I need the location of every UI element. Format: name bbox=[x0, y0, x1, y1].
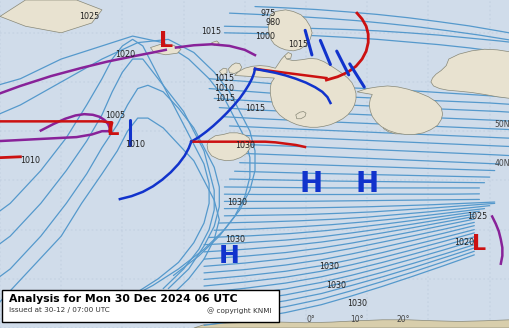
Text: 1030: 1030 bbox=[318, 262, 338, 271]
Text: 1030: 1030 bbox=[326, 281, 346, 290]
Text: 1005: 1005 bbox=[104, 111, 125, 120]
Text: 1000: 1000 bbox=[254, 32, 275, 41]
Polygon shape bbox=[382, 121, 410, 134]
Text: 0°: 0° bbox=[306, 315, 315, 324]
Text: 975: 975 bbox=[260, 9, 275, 18]
Text: 1020: 1020 bbox=[115, 50, 135, 59]
Text: L: L bbox=[158, 31, 173, 51]
Text: 40N: 40N bbox=[494, 159, 509, 169]
Polygon shape bbox=[228, 63, 241, 73]
Text: 1010: 1010 bbox=[214, 84, 234, 93]
Text: H: H bbox=[299, 170, 322, 198]
Text: @ copyright KNMI: @ copyright KNMI bbox=[207, 307, 271, 314]
Text: 1015: 1015 bbox=[214, 74, 234, 83]
Polygon shape bbox=[207, 133, 250, 161]
Text: H: H bbox=[219, 244, 239, 268]
Text: 1015: 1015 bbox=[288, 40, 308, 49]
Polygon shape bbox=[430, 49, 509, 98]
Text: L: L bbox=[106, 120, 118, 139]
Text: 1015: 1015 bbox=[201, 27, 221, 36]
Polygon shape bbox=[284, 52, 291, 59]
Text: 1015: 1015 bbox=[244, 104, 265, 113]
Polygon shape bbox=[0, 0, 102, 33]
Text: 1030: 1030 bbox=[225, 235, 245, 244]
Text: L: L bbox=[471, 235, 486, 254]
Text: 50N: 50N bbox=[494, 120, 509, 129]
Text: 1025: 1025 bbox=[79, 12, 99, 21]
Text: 1030: 1030 bbox=[227, 198, 247, 207]
Polygon shape bbox=[356, 86, 442, 134]
Text: 20°: 20° bbox=[395, 315, 409, 324]
Text: H: H bbox=[355, 170, 378, 198]
Text: 980: 980 bbox=[265, 18, 280, 28]
Text: 1020: 1020 bbox=[453, 237, 473, 247]
Text: 1030: 1030 bbox=[346, 299, 366, 308]
Polygon shape bbox=[234, 56, 355, 127]
Polygon shape bbox=[211, 41, 219, 45]
Text: 1010: 1010 bbox=[125, 140, 145, 149]
Polygon shape bbox=[268, 10, 312, 51]
Polygon shape bbox=[150, 44, 181, 55]
Polygon shape bbox=[295, 112, 305, 119]
Text: 1015: 1015 bbox=[9, 304, 30, 313]
Text: 10°: 10° bbox=[350, 315, 363, 324]
Text: Analysis for Mon 30 Dec 2024 06 UTC: Analysis for Mon 30 Dec 2024 06 UTC bbox=[9, 294, 237, 304]
Text: 1030: 1030 bbox=[234, 141, 254, 151]
Text: Issued at 30-12 / 07:00 UTC: Issued at 30-12 / 07:00 UTC bbox=[9, 307, 109, 314]
Text: 1010: 1010 bbox=[20, 156, 41, 165]
Polygon shape bbox=[193, 320, 509, 328]
FancyBboxPatch shape bbox=[2, 290, 278, 322]
Text: 1025: 1025 bbox=[466, 212, 486, 221]
Polygon shape bbox=[219, 68, 227, 75]
Text: 1015: 1015 bbox=[215, 94, 235, 103]
